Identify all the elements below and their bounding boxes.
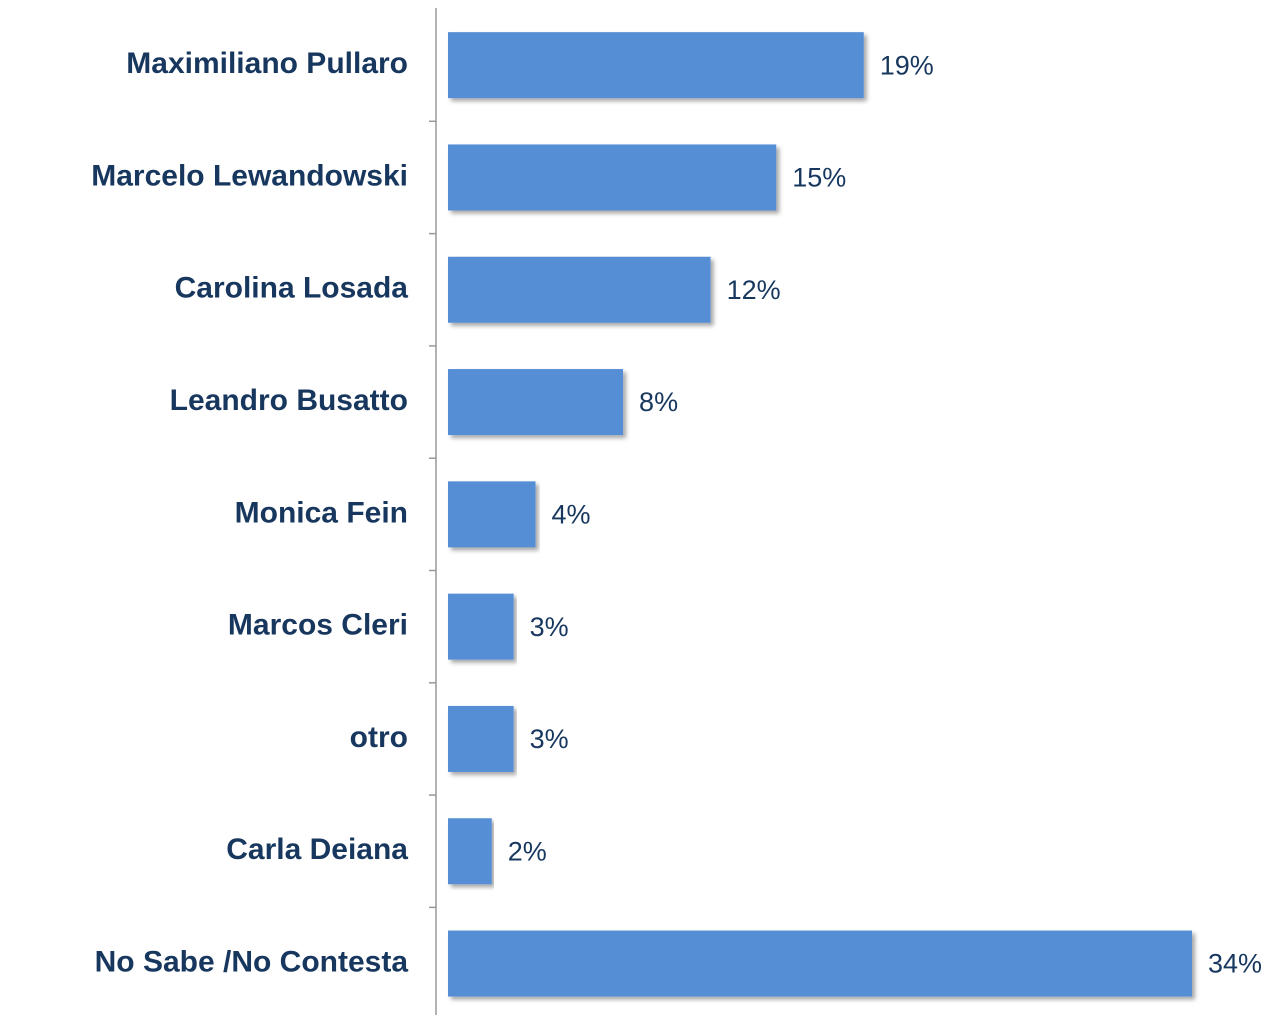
bar <box>448 481 536 548</box>
category-label: Marcos Cleri <box>228 609 408 642</box>
category-label: Carolina Losada <box>175 272 409 305</box>
value-label: 2% <box>508 836 547 866</box>
bar <box>448 930 1192 997</box>
category-label: Maximiliano Pullaro <box>126 47 408 80</box>
value-label: 19% <box>880 50 934 80</box>
bar <box>448 818 492 885</box>
bar <box>448 593 514 660</box>
value-label: 8% <box>639 387 678 417</box>
value-label: 34% <box>1208 949 1262 979</box>
value-label: 3% <box>530 724 569 754</box>
bar <box>448 32 864 99</box>
bar <box>448 369 624 436</box>
category-label: Leandro Busatto <box>170 384 408 417</box>
bar <box>448 144 777 211</box>
category-label: otro <box>350 721 408 754</box>
value-label: 12% <box>727 275 781 305</box>
category-label: No Sabe /No Contesta <box>95 945 409 978</box>
value-label: 3% <box>530 612 569 642</box>
bar <box>448 705 514 772</box>
category-label: Monica Fein <box>235 496 408 529</box>
value-label: 15% <box>792 163 846 193</box>
value-label: 4% <box>552 499 591 529</box>
category-label: Marcelo Lewandowski <box>91 159 408 192</box>
bar <box>448 256 711 323</box>
category-label: Carla Deiana <box>226 833 408 866</box>
